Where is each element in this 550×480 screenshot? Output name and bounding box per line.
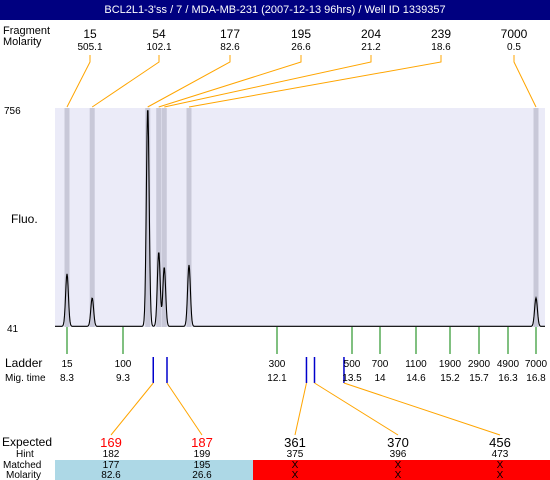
peak-connector — [147, 55, 231, 108]
expected-molarity: X — [395, 470, 402, 480]
ladder-migration-time: 12.1 — [267, 373, 287, 384]
expected-molarity: 26.6 — [192, 470, 212, 480]
fragment-molarity: 505.1 — [77, 42, 102, 53]
expected-size: 456 — [489, 435, 511, 450]
fragment-size: 15 — [83, 27, 97, 41]
ladder-size: 300 — [269, 359, 286, 370]
unmatched-background — [253, 460, 550, 480]
expected-matched: 195 — [194, 460, 211, 471]
peak-band — [64, 108, 70, 327]
peak-band — [145, 108, 151, 327]
matched-background — [55, 460, 253, 480]
expected-matched: X — [292, 460, 299, 471]
y-axis-title: Fluo. — [11, 212, 38, 226]
peak-connector — [66, 55, 91, 108]
ladder-size: 500 — [344, 359, 361, 370]
ladder-subtitle: Mig. time — [5, 373, 46, 384]
expected-row-label: Expected — [2, 435, 52, 449]
fragment-size: 54 — [152, 27, 166, 41]
hint-row-label: Hint — [16, 449, 34, 460]
ladder-migration-time: 9.3 — [116, 373, 130, 384]
fragment-molarity: 18.6 — [431, 42, 451, 53]
fragment-molarity: 0.5 — [507, 42, 521, 53]
plot-area — [55, 110, 545, 327]
expected-matched: X — [395, 460, 402, 471]
ladder-size: 2900 — [468, 359, 491, 370]
ladder-migration-time: 8.3 — [60, 373, 74, 384]
ladder-migration-time: 14 — [374, 373, 386, 384]
fragment-molarity: 21.2 — [361, 42, 381, 53]
peak-bands — [55, 108, 545, 327]
peak-connector — [164, 55, 372, 108]
plot-background — [55, 108, 545, 327]
ladder-size: 1900 — [439, 359, 462, 370]
fragment-molarity: 102.1 — [146, 42, 171, 53]
expected-molarity: X — [292, 470, 299, 480]
fragment-size: 204 — [361, 27, 381, 41]
peak-band — [533, 108, 539, 327]
expected-size: 187 — [191, 435, 213, 450]
fragment-molarity: 26.6 — [291, 42, 311, 53]
ladder-size: 4900 — [497, 359, 520, 370]
expected-molarity: 82.6 — [101, 470, 121, 480]
expected-connector — [166, 382, 203, 436]
fragment-molarity: 82.6 — [220, 42, 240, 53]
expected-molarity: X — [497, 470, 504, 480]
ladder-size: 1100 — [405, 359, 427, 370]
expected-size: 370 — [387, 435, 409, 450]
peak-connector — [158, 55, 302, 108]
expected-hint: 182 — [103, 449, 120, 460]
ladder-migration-time: 15.2 — [440, 373, 460, 384]
fragment-size: 195 — [291, 27, 311, 41]
ladder-migration-time: 14.6 — [406, 373, 426, 384]
ladder-size: 100 — [115, 359, 132, 370]
matched-row-label: Matched — [3, 460, 41, 471]
ladder-title: Ladder — [5, 356, 42, 370]
window-title: BCL2L1-3'ss / 7 / MDA-MB-231 (2007-12-13… — [0, 0, 550, 20]
y-axis-bottom-label: 41 — [7, 324, 19, 335]
expected-connector — [343, 382, 501, 436]
ladder-migration-time: 13.5 — [342, 373, 362, 384]
expected-hint: 199 — [194, 449, 211, 460]
peak-connector — [188, 55, 442, 108]
expected-table: 16918217782.618719919526.6361375XX370396… — [55, 435, 550, 480]
molarity-bottom-label: Molarity — [6, 470, 41, 480]
ladder-size: 7000 — [525, 359, 548, 370]
expected-hint: 396 — [390, 449, 407, 460]
expected-matched: 177 — [103, 460, 120, 471]
electropherogram-trace — [55, 110, 545, 327]
fragment-size: 177 — [220, 27, 240, 41]
ladder-size: 700 — [372, 359, 389, 370]
expected-matched: X — [497, 460, 504, 471]
expected-size: 361 — [284, 435, 306, 450]
fragment-size: 239 — [431, 27, 451, 41]
peak-connector — [513, 55, 537, 108]
peak-band — [156, 108, 162, 327]
molarity-row-label: Molarity — [3, 36, 42, 48]
expected-size: 169 — [100, 435, 122, 450]
y-axis-top-label: 756 — [4, 106, 21, 117]
fragment-row-label: Fragment — [3, 25, 50, 37]
expected-connector — [294, 382, 307, 436]
peak-band — [186, 108, 192, 327]
ladder-migration-time: 15.7 — [469, 373, 489, 384]
peak-connectors — [66, 55, 537, 436]
fragment-size: 7000 — [501, 27, 528, 41]
ladder-migration-time: 16.8 — [526, 373, 546, 384]
ladder-rows: 15 8.3 100 9.3 300 12.1 500 13.5 700 14 1100 14.6 19… — [60, 327, 548, 384]
ladder-size: 15 — [61, 359, 73, 370]
peak-connector — [91, 55, 160, 108]
expected-hint: 375 — [287, 449, 304, 460]
peak-band — [161, 108, 167, 327]
ladder-migration-time: 16.3 — [498, 373, 518, 384]
expected-connector — [110, 382, 154, 436]
expected-connector — [314, 382, 399, 436]
expected-hint: 473 — [492, 449, 509, 460]
peak-band — [89, 108, 95, 327]
